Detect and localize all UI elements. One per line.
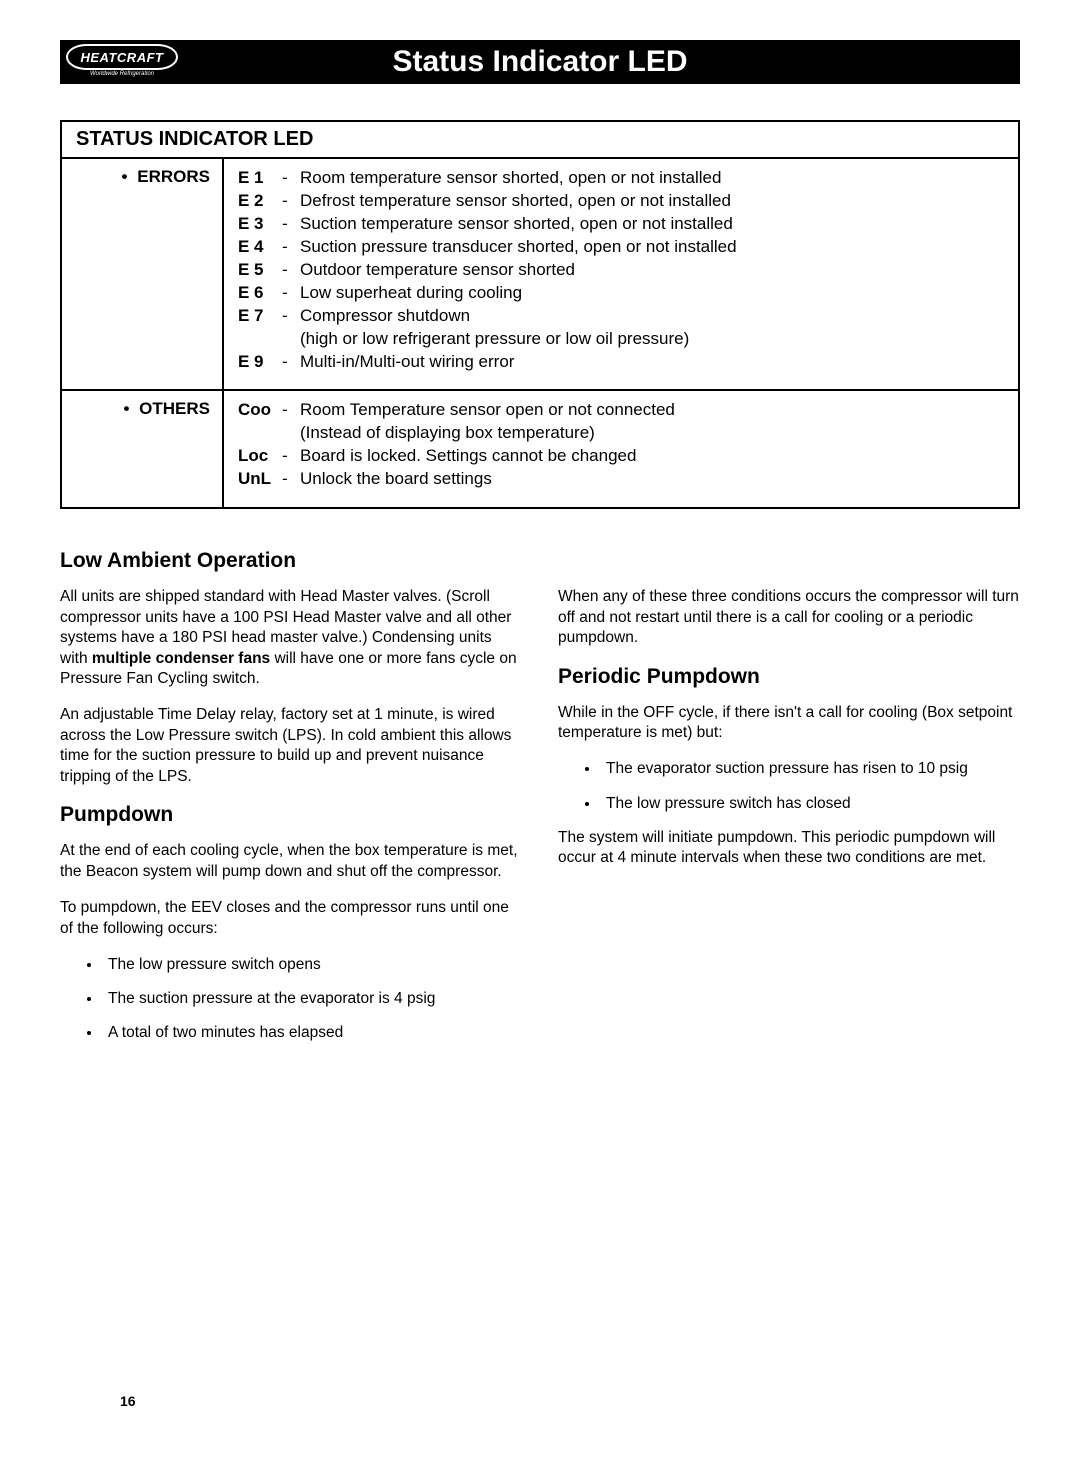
code-line: Coo-Room Temperature sensor open or not … bbox=[238, 399, 1004, 422]
table-row-errors: • ERRORS E 1-Room temperature sensor sho… bbox=[62, 159, 1018, 391]
code-key: E 7 bbox=[238, 305, 282, 328]
row-codes: E 1-Room temperature sensor shorted, ope… bbox=[224, 159, 1018, 389]
logo-oval: HEATCRAFT bbox=[66, 44, 178, 70]
code-desc: Suction pressure transducer shorted, ope… bbox=[300, 236, 1004, 259]
bold-text: multiple condenser fans bbox=[92, 650, 270, 667]
bullet-list: The low pressure switch opens The suction… bbox=[60, 955, 522, 1043]
bullet-list: The evaporator suction pressure has rise… bbox=[558, 759, 1020, 813]
heading-periodic-pumpdown: Periodic Pumpdown bbox=[558, 665, 1020, 689]
code-desc: Outdoor temperature sensor shorted bbox=[300, 259, 1004, 282]
left-column: Low Ambient Operation All units are ship… bbox=[60, 543, 522, 1057]
logo-tagline: Worldwide Refrigeration bbox=[66, 71, 178, 77]
row-codes: Coo-Room Temperature sensor open or not … bbox=[224, 391, 1018, 507]
list-item: A total of two minutes has elapsed bbox=[102, 1023, 522, 1043]
brand-logo: HEATCRAFT Worldwide Refrigeration bbox=[66, 44, 178, 77]
code-key: E 4 bbox=[238, 236, 282, 259]
row-label-text: ERRORS bbox=[137, 167, 210, 186]
code-sub: (high or low refrigerant pressure or low… bbox=[300, 328, 1004, 351]
table-row-others: • OTHERS Coo-Room Temperature sensor ope… bbox=[62, 391, 1018, 507]
page-number: 16 bbox=[120, 1393, 136, 1409]
list-item: The low pressure switch opens bbox=[102, 955, 522, 975]
list-item: The evaporator suction pressure has rise… bbox=[600, 759, 1020, 779]
row-label: • OTHERS bbox=[62, 391, 224, 507]
list-item: The low pressure switch has closed bbox=[600, 794, 1020, 814]
logo-brand-text: HEATCRAFT bbox=[81, 50, 164, 65]
dash: - bbox=[282, 282, 300, 305]
list-item: The suction pressure at the evaporator i… bbox=[102, 989, 522, 1009]
code-key: E 1 bbox=[238, 167, 282, 190]
code-line: E 1-Room temperature sensor shorted, ope… bbox=[238, 167, 1004, 190]
dash: - bbox=[282, 236, 300, 259]
dash: - bbox=[282, 468, 300, 491]
code-line: E 3-Suction temperature sensor shorted, … bbox=[238, 213, 1004, 236]
dash: - bbox=[282, 351, 300, 374]
code-line: E 9-Multi-in/Multi-out wiring error bbox=[238, 351, 1004, 374]
code-line: E 6-Low superheat during cooling bbox=[238, 282, 1004, 305]
status-indicator-table: STATUS INDICATOR LED • ERRORS E 1-Room t… bbox=[60, 120, 1020, 509]
code-key: E 3 bbox=[238, 213, 282, 236]
code-line: E 2-Defrost temperature sensor shorted, … bbox=[238, 190, 1004, 213]
dash: - bbox=[282, 445, 300, 468]
code-line: E 5-Outdoor temperature sensor shorted bbox=[238, 259, 1004, 282]
heading-pumpdown: Pumpdown bbox=[60, 803, 522, 827]
paragraph: The system will initiate pumpdown. This … bbox=[558, 828, 1020, 869]
code-desc: Compressor shutdown bbox=[300, 305, 1004, 328]
code-key: Loc bbox=[238, 445, 282, 468]
code-line: E 7-Compressor shutdown bbox=[238, 305, 1004, 328]
heading-low-ambient: Low Ambient Operation bbox=[60, 549, 522, 573]
code-key: E 2 bbox=[238, 190, 282, 213]
dash: - bbox=[282, 305, 300, 328]
code-key: E 6 bbox=[238, 282, 282, 305]
dash: - bbox=[282, 399, 300, 422]
code-desc: Unlock the board settings bbox=[300, 468, 1004, 491]
paragraph: To pumpdown, the EEV closes and the comp… bbox=[60, 898, 522, 939]
dash: - bbox=[282, 213, 300, 236]
code-key: UnL bbox=[238, 468, 282, 491]
code-key: E 9 bbox=[238, 351, 282, 374]
paragraph: All units are shipped standard with Head… bbox=[60, 587, 522, 689]
bullet-icon: • bbox=[118, 399, 134, 419]
dash: - bbox=[282, 167, 300, 190]
code-key: E 5 bbox=[238, 259, 282, 282]
code-desc: Room temperature sensor shorted, open or… bbox=[300, 167, 1004, 190]
code-desc: Board is locked. Settings cannot be chan… bbox=[300, 445, 1004, 468]
dash: - bbox=[282, 259, 300, 282]
code-key: Coo bbox=[238, 399, 282, 422]
paragraph: When any of these three conditions occur… bbox=[558, 587, 1020, 648]
status-table-header: STATUS INDICATOR LED bbox=[62, 122, 1018, 159]
code-desc: Defrost temperature sensor shorted, open… bbox=[300, 190, 1004, 213]
code-desc: Low superheat during cooling bbox=[300, 282, 1004, 305]
code-sub: (Instead of displaying box temperature) bbox=[300, 422, 1004, 445]
row-label: • ERRORS bbox=[62, 159, 224, 389]
code-desc: Suction temperature sensor shorted, open… bbox=[300, 213, 1004, 236]
paragraph: While in the OFF cycle, if there isn't a… bbox=[558, 703, 1020, 744]
title-bar: HEATCRAFT Worldwide Refrigeration Status… bbox=[60, 40, 1020, 84]
bullet-icon: • bbox=[117, 167, 133, 187]
dash: - bbox=[282, 190, 300, 213]
code-line: Loc-Board is locked. Settings cannot be … bbox=[238, 445, 1004, 468]
page-title: Status Indicator LED bbox=[60, 45, 1020, 79]
code-desc: Multi-in/Multi-out wiring error bbox=[300, 351, 1004, 374]
paragraph: At the end of each cooling cycle, when t… bbox=[60, 841, 522, 882]
code-line: UnL-Unlock the board settings bbox=[238, 468, 1004, 491]
paragraph: An adjustable Time Delay relay, factory … bbox=[60, 705, 522, 787]
body-columns: Low Ambient Operation All units are ship… bbox=[60, 543, 1020, 1057]
code-line: E 4-Suction pressure transducer shorted,… bbox=[238, 236, 1004, 259]
code-desc: Room Temperature sensor open or not conn… bbox=[300, 399, 1004, 422]
row-label-text: OTHERS bbox=[139, 399, 210, 418]
right-column: When any of these three conditions occur… bbox=[558, 543, 1020, 1057]
